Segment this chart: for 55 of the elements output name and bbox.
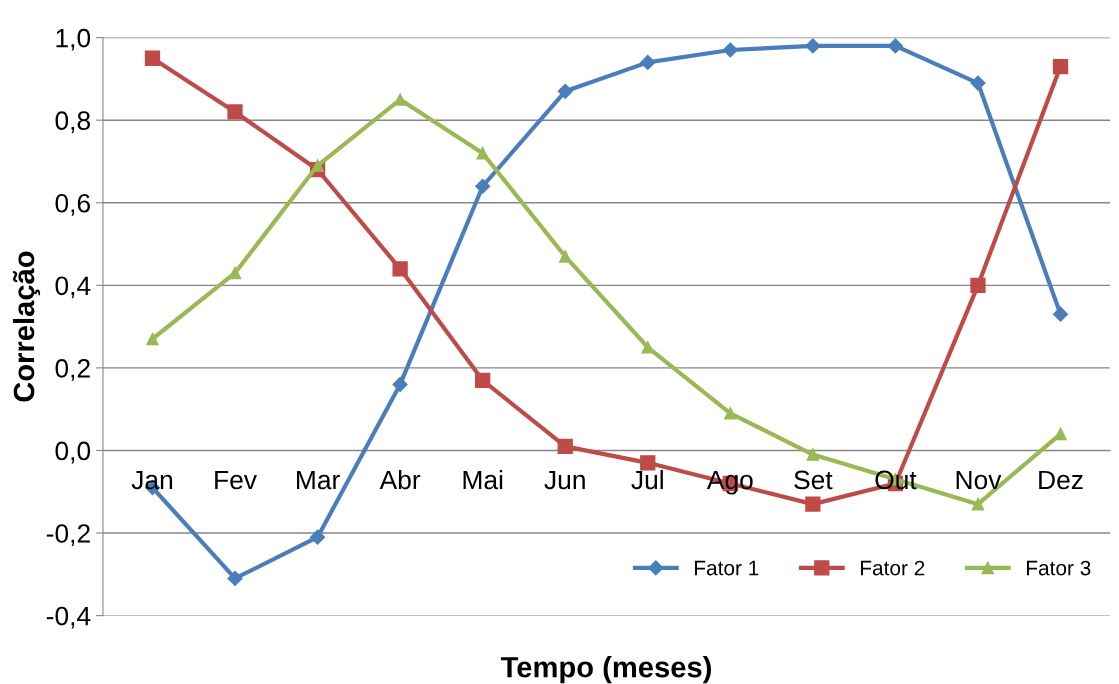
x-tick-label: Abr xyxy=(379,469,421,490)
y-axis-title: Correlação xyxy=(12,251,41,402)
point xyxy=(227,570,243,587)
point xyxy=(475,372,491,388)
point xyxy=(393,93,407,106)
y-tick-label: 1,0 xyxy=(56,28,91,51)
point xyxy=(970,75,986,91)
point xyxy=(228,266,242,280)
y-tick-label: -0,2 xyxy=(46,524,90,546)
point xyxy=(146,332,159,346)
point xyxy=(887,38,903,54)
point xyxy=(1052,58,1069,75)
point xyxy=(227,104,243,120)
legend-label: Fator 2 xyxy=(861,560,925,576)
point xyxy=(475,178,491,194)
y-tick-label: 0,8 xyxy=(55,111,90,134)
point xyxy=(641,341,655,354)
point xyxy=(1052,306,1069,322)
y-tick-label: 0,6 xyxy=(55,193,90,216)
x-tick-label: Out xyxy=(875,470,917,490)
x-axis-title: Tempo (meses) xyxy=(500,656,711,684)
point xyxy=(558,250,572,263)
point xyxy=(971,497,985,511)
point xyxy=(557,83,573,99)
point xyxy=(476,146,489,160)
point xyxy=(640,455,656,471)
legend-label: Fator 1 xyxy=(695,560,759,576)
x-tick-label: Dez xyxy=(1039,470,1083,490)
point xyxy=(311,159,324,172)
x-tick-label: Nov xyxy=(956,470,1002,490)
y-tick-label: 0,0 xyxy=(55,441,91,464)
point xyxy=(392,376,408,392)
point xyxy=(805,38,821,54)
point xyxy=(970,277,986,293)
point xyxy=(557,438,573,454)
y-tick-label: 0,4 xyxy=(55,276,91,299)
point xyxy=(1054,427,1067,441)
x-tick-label: Set xyxy=(794,470,833,490)
point xyxy=(640,54,656,70)
point xyxy=(806,448,820,461)
point xyxy=(724,407,737,420)
x-tick-label: Jan xyxy=(131,470,173,490)
point xyxy=(805,496,821,512)
point xyxy=(392,261,408,277)
point xyxy=(722,42,738,58)
y-tick-label: 0,2 xyxy=(55,359,90,381)
point xyxy=(144,50,161,66)
x-tick-label: Jul xyxy=(631,469,663,490)
legend-label: Fator 3 xyxy=(1027,560,1091,576)
x-tick-label: Mai xyxy=(463,469,503,490)
y-tick-label: -0,4 xyxy=(46,606,91,629)
x-tick-label: Fev xyxy=(215,470,257,490)
x-tick-label: Mar xyxy=(297,470,340,490)
x-tick-label: Jun xyxy=(544,470,585,490)
point xyxy=(310,529,326,545)
